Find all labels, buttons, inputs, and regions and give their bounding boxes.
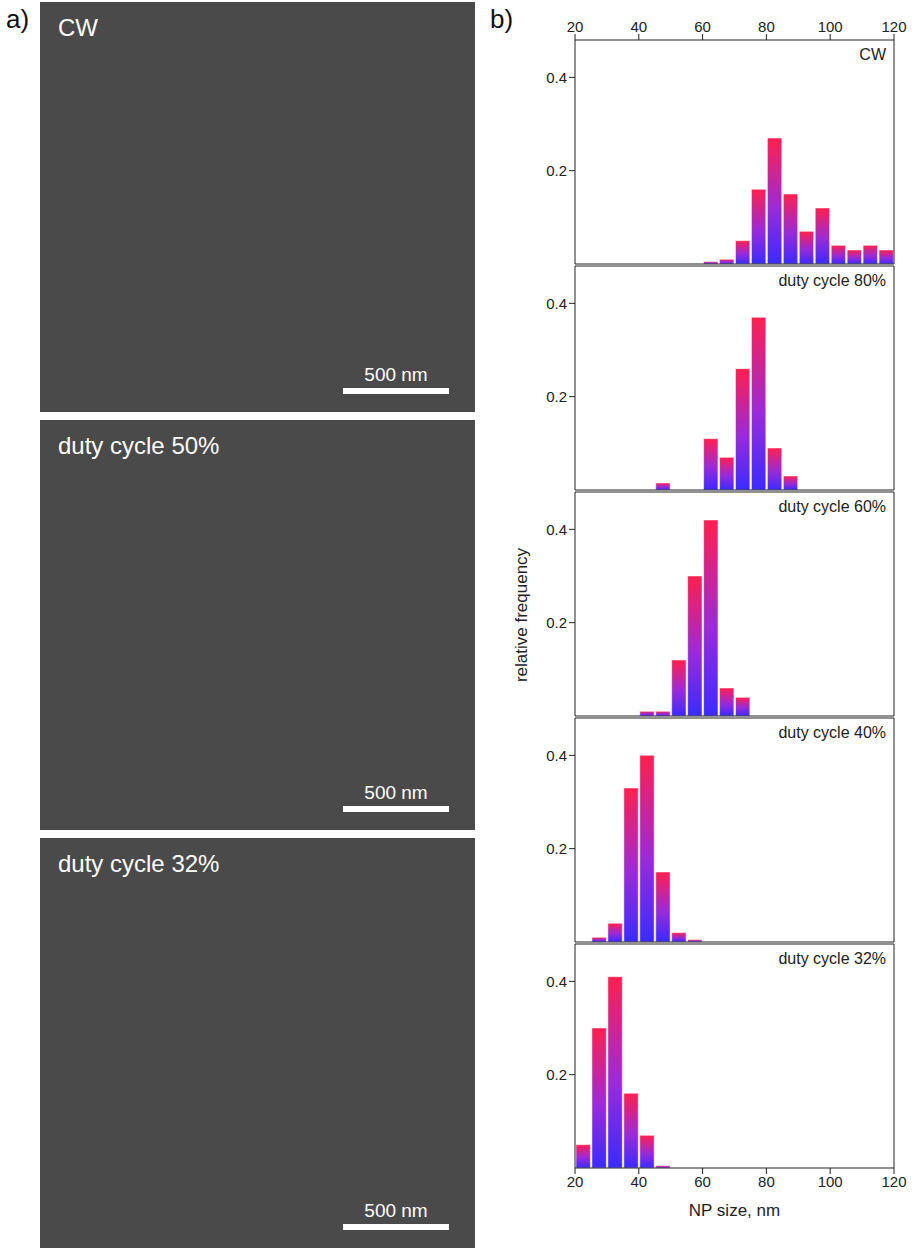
svg-text:0.4: 0.4 xyxy=(546,973,567,990)
svg-text:20: 20 xyxy=(567,18,584,35)
html-text:duty cycle 40%: duty cycle 40% xyxy=(778,724,886,741)
svg-text:NP size, nm: NP size, nm xyxy=(689,1201,780,1220)
svg-text:0.2: 0.2 xyxy=(546,1066,567,1083)
html-text:duty cycle 32%: duty cycle 32% xyxy=(58,850,220,877)
svg-text:relative frequency: relative frequency xyxy=(512,547,531,682)
html-text:duty cycle 32%: duty cycle 32% xyxy=(778,950,886,967)
svg-text:60: 60 xyxy=(694,18,711,35)
svg-text:0.4: 0.4 xyxy=(546,521,567,538)
html-text:500 nm: 500 nm xyxy=(364,364,428,385)
html-text:500 nm: 500 nm xyxy=(364,782,428,803)
html-text:duty cycle 60%: duty cycle 60% xyxy=(778,498,886,515)
svg-text:0.2: 0.2 xyxy=(546,162,567,179)
svg-text:0.4: 0.4 xyxy=(546,747,567,764)
html-text:b): b) xyxy=(490,4,514,34)
svg-text:80: 80 xyxy=(758,18,775,35)
svg-text:20: 20 xyxy=(567,1173,584,1190)
svg-text:100: 100 xyxy=(818,18,843,35)
svg-text:120: 120 xyxy=(881,1173,906,1190)
svg-text:0.4: 0.4 xyxy=(546,69,567,86)
svg-text:120: 120 xyxy=(881,18,906,35)
html-text:CW: CW xyxy=(859,46,886,63)
svg-text:0.2: 0.2 xyxy=(546,388,567,405)
html-text:500 nm: 500 nm xyxy=(364,1200,428,1221)
svg-text:0.4: 0.4 xyxy=(546,295,567,312)
svg-text:0.2: 0.2 xyxy=(546,614,567,631)
html-text:CW: CW xyxy=(58,14,98,41)
html-text:duty cycle 80%: duty cycle 80% xyxy=(778,272,886,289)
svg-text:80: 80 xyxy=(758,1173,775,1190)
svg-text:40: 40 xyxy=(630,1173,647,1190)
svg-text:0.2: 0.2 xyxy=(546,840,567,857)
svg-text:40: 40 xyxy=(630,18,647,35)
svg-text:100: 100 xyxy=(818,1173,843,1190)
html-text:duty cycle 50%: duty cycle 50% xyxy=(58,432,220,459)
html-text:a): a) xyxy=(6,4,30,34)
svg-text:60: 60 xyxy=(694,1173,711,1190)
